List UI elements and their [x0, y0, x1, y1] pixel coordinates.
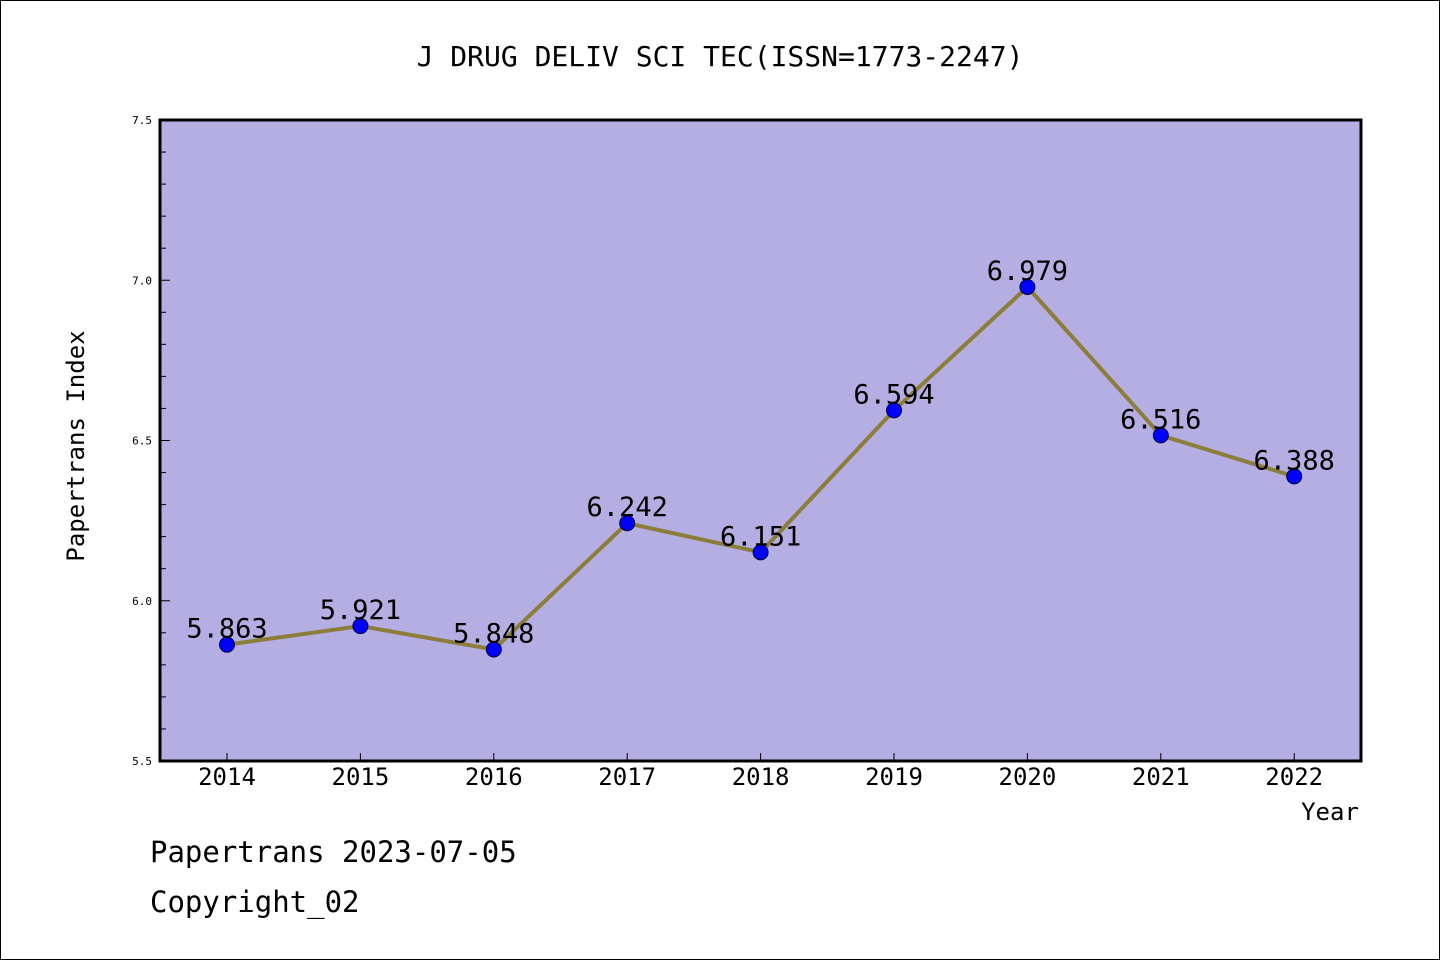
- footer-copyright: Copyright_02: [150, 885, 360, 919]
- data-label: 6.594: [853, 379, 934, 410]
- x-tick-label: 2019: [865, 763, 923, 791]
- x-tick-label: 2017: [598, 763, 656, 791]
- data-label: 6.388: [1254, 445, 1335, 476]
- y-tick-label: 6.5: [132, 435, 152, 448]
- data-point: [485, 641, 502, 658]
- markers-group: [219, 278, 1303, 658]
- x-tick-label: 2018: [732, 763, 790, 791]
- chart-title: J DRUG DELIV SCI TEC(ISSN=1773-2247): [417, 40, 1024, 73]
- data-label: 5.848: [453, 618, 534, 649]
- data-label: 5.921: [320, 595, 401, 626]
- x-tick-label: 2015: [332, 763, 390, 791]
- data-label: 6.979: [987, 256, 1068, 287]
- x-tick-label: 2020: [999, 763, 1057, 791]
- y-tick-label: 7.0: [132, 274, 152, 287]
- y-tick-label: 6.0: [132, 595, 152, 608]
- x-tick-label: 2021: [1132, 763, 1190, 791]
- data-point: [619, 515, 636, 532]
- data-point: [1152, 427, 1169, 444]
- data-label: 6.516: [1120, 404, 1201, 435]
- data-label: 5.863: [186, 614, 267, 645]
- data-label: 6.242: [587, 492, 668, 523]
- y-tick-label: 5.5: [132, 755, 152, 768]
- x-axis: 2014 2015 2016 2017 2018 2019 2020 2021 2022: [198, 753, 1323, 791]
- data-point: [1286, 468, 1303, 485]
- x-tick-label: 2022: [1265, 763, 1323, 791]
- data-point: [752, 544, 769, 561]
- y-axis: 5.5 6.0 6.5 7.0 7.5: [132, 114, 170, 768]
- x-axis-label: Year: [1301, 798, 1359, 826]
- y-tick-label: 7.5: [132, 114, 152, 127]
- footer-date: Papertrans 2023-07-05: [150, 835, 517, 869]
- x-tick-label: 2016: [465, 763, 523, 791]
- data-point: [219, 636, 235, 653]
- data-point: [886, 402, 902, 419]
- data-labels-group: 5.863 5.921 5.848 6.242 6.151 6.594 6.979 6.516…: [186, 256, 1334, 649]
- x-tick-label: 2014: [198, 763, 256, 791]
- data-point: [1019, 278, 1036, 295]
- data-label: 6.151: [720, 521, 801, 552]
- data-point: [352, 618, 369, 635]
- y-axis-label: Papertrans Index: [62, 330, 90, 561]
